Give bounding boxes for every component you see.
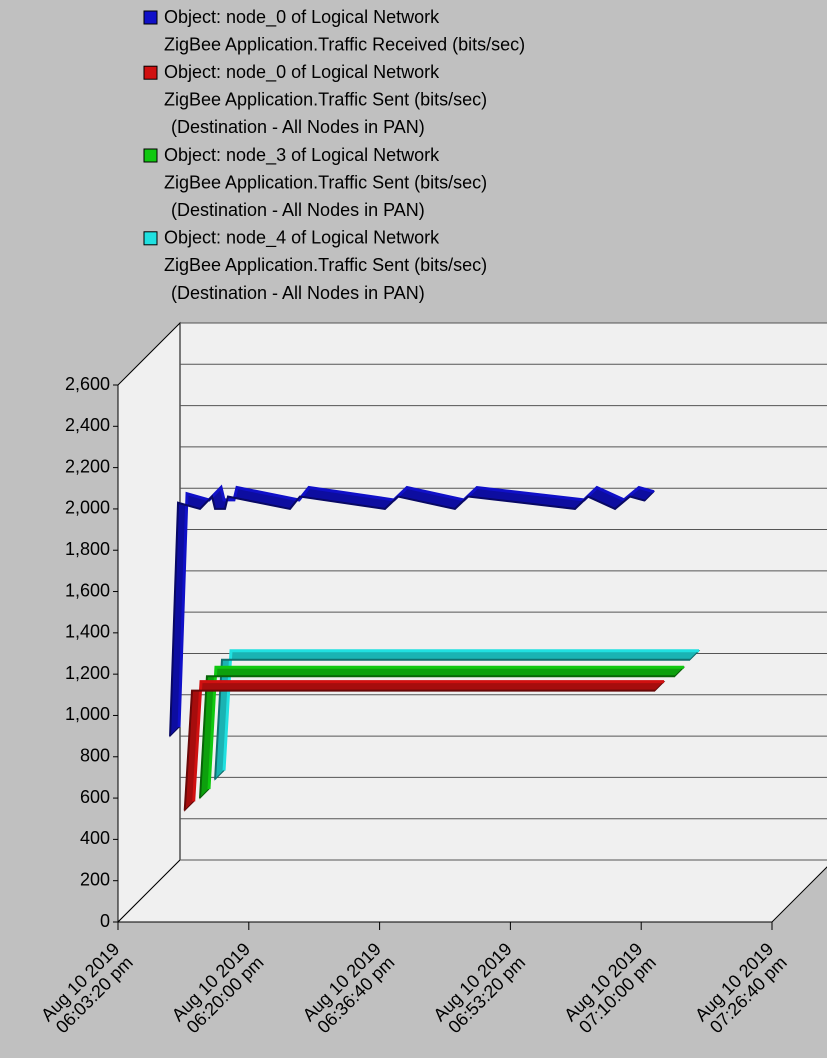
- y-tick-label: 600: [80, 787, 110, 807]
- legend-label: Object: node_0 of Logical Network: [164, 7, 440, 28]
- y-tick-label: 1,400: [65, 622, 110, 642]
- legend-label: Object: node_3 of Logical Network: [164, 145, 440, 166]
- legend-swatch: [143, 148, 158, 163]
- y-tick-label: 1,800: [65, 539, 110, 559]
- series-top-edge: [192, 680, 665, 802]
- y-tick-label: 2,200: [65, 456, 110, 476]
- legend-label: Object: node_0 of Logical Network: [164, 62, 440, 83]
- legend-label: ZigBee Application.Traffic Sent (bits/se…: [164, 255, 487, 275]
- y-tick-label: 1,600: [65, 580, 110, 600]
- legend-label: (Destination - All Nodes in PAN): [171, 200, 425, 220]
- series-line: [169, 494, 646, 737]
- floor: [116, 859, 827, 923]
- back-wall: [179, 322, 827, 861]
- legend-swatch: [143, 65, 158, 80]
- series-line: [183, 689, 656, 811]
- left-wall: [117, 321, 181, 924]
- legend-label: ZigBee Application.Traffic Sent (bits/se…: [164, 90, 487, 110]
- legend-label: Object: node_4 of Logical Network: [164, 228, 440, 249]
- y-tick-label: 400: [80, 828, 110, 848]
- y-tick-label: 1,000: [65, 704, 110, 724]
- series-line: [199, 675, 675, 799]
- y-tick-label: 2,400: [65, 415, 110, 435]
- legend-swatch: [143, 10, 158, 25]
- y-tick-label: 2,600: [65, 374, 110, 394]
- y-tick-label: 2,000: [65, 498, 110, 518]
- y-tick-label: 800: [80, 746, 110, 766]
- y-tick-label: 200: [80, 869, 110, 889]
- legend-label: (Destination - All Nodes in PAN): [171, 117, 425, 137]
- series-top-edge: [177, 484, 655, 728]
- series-line: [214, 658, 690, 780]
- legend-label: ZigBee Application.Traffic Received (bit…: [164, 34, 525, 54]
- series-top-edge: [222, 649, 699, 771]
- legend-swatch: [143, 231, 158, 246]
- y-tick-label: 0: [100, 911, 110, 931]
- series-top-edge: [207, 665, 684, 790]
- y-tick-label: 1,200: [65, 663, 110, 683]
- legend-label: ZigBee Application.Traffic Sent (bits/se…: [164, 172, 487, 192]
- legend-label: (Destination - All Nodes in PAN): [171, 283, 425, 303]
